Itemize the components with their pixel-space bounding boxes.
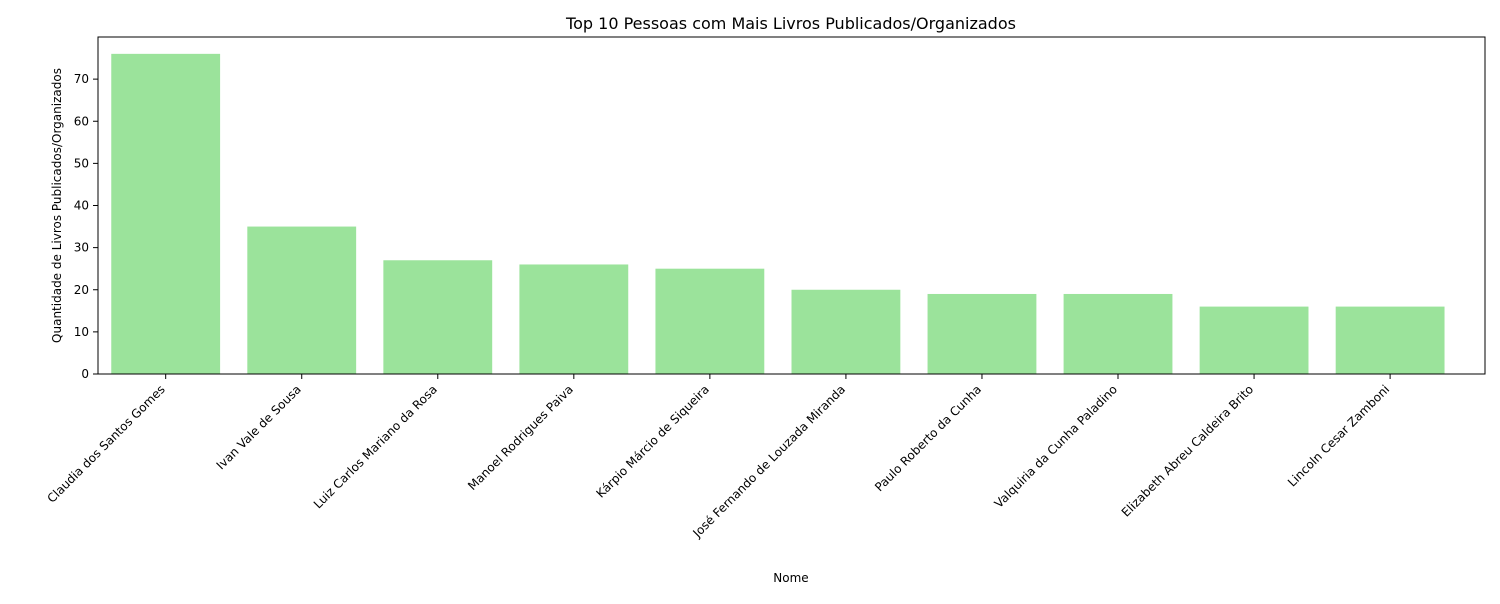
x-tick-label-8: Valquiria da Cunha Paladino — [992, 382, 1121, 511]
y-tick-label-60: 60 — [74, 114, 89, 128]
bar-5 — [655, 268, 765, 374]
x-tick-label-2: Ivan Vale de Sousa — [214, 382, 304, 472]
x-tick-label-1: Claudia dos Santos Gomes — [44, 382, 167, 505]
bar-3 — [383, 260, 493, 374]
x-tick-label-7: Paulo Roberto da Cunha — [872, 382, 984, 494]
bar-7 — [927, 293, 1037, 374]
bar-6 — [791, 289, 901, 374]
chart-title: Top 10 Pessoas com Mais Livros Publicado… — [565, 14, 1016, 33]
bar-9 — [1199, 306, 1309, 374]
bar-8 — [1063, 293, 1173, 374]
y-axis-label: Quantidade de Livros Publicados/Organiza… — [50, 68, 64, 343]
x-tick-label-3: Luiz Carlos Mariano da Rosa — [311, 382, 440, 511]
x-tick-label-10: Lincoln Cesar Zamboni — [1285, 382, 1392, 489]
y-tick-label-50: 50 — [74, 156, 89, 170]
y-tick-label-40: 40 — [74, 199, 89, 213]
x-tick-label-4: Manoel Rodrigues Paiva — [465, 382, 576, 493]
x-axis-label: Nome — [773, 571, 808, 585]
y-tick-label-10: 10 — [74, 325, 89, 339]
bar-10 — [1335, 306, 1445, 374]
y-tick-label-20: 20 — [74, 283, 89, 297]
plot-frame — [97, 36, 1486, 375]
x-tick-label-5: Kárpio Márcio de Siqueira — [594, 382, 712, 500]
x-tick-label-9: Elizabeth Abreu Caldeira Brito — [1119, 382, 1256, 519]
y-tick-label-0: 0 — [81, 367, 89, 381]
y-tick-label-30: 30 — [74, 241, 89, 255]
bar-4 — [519, 264, 629, 374]
bar-1 — [111, 53, 221, 374]
x-tick-label-6: José Fernando de Louzada Miranda — [689, 382, 848, 541]
bars-layer — [111, 53, 1445, 374]
bar-2 — [247, 226, 357, 374]
y-tick-label-70: 70 — [74, 72, 89, 86]
